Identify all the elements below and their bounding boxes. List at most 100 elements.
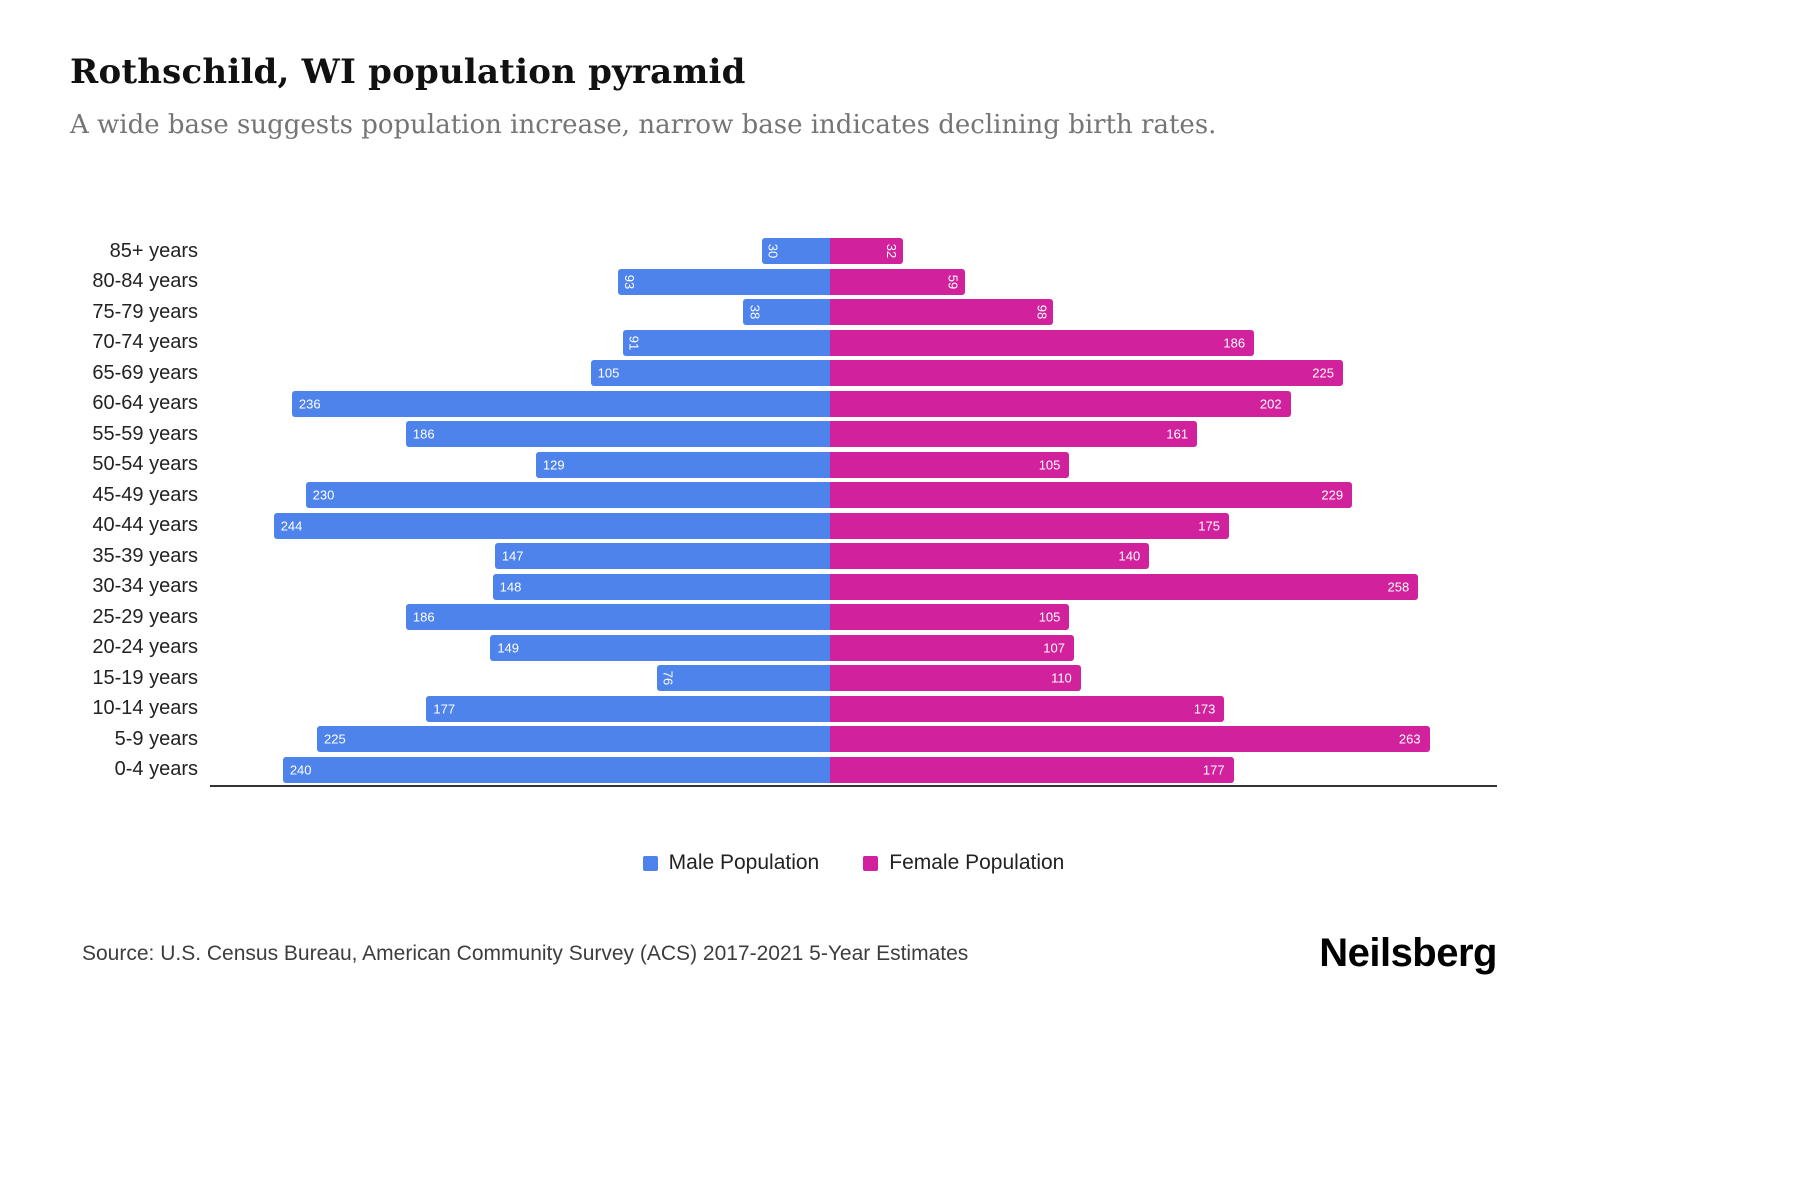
female-value-label: 161 bbox=[1166, 426, 1189, 442]
male-bar-area: 177 bbox=[210, 695, 830, 722]
male-value-label: 91 bbox=[626, 335, 642, 350]
chart-row: 10-14 years 177 173 bbox=[70, 694, 1730, 725]
female-bar-area: 110 bbox=[830, 665, 1497, 692]
male-bar[interactable]: 147 bbox=[494, 543, 830, 570]
female-bar[interactable]: 202 bbox=[830, 390, 1291, 417]
male-bar-area: 93 bbox=[210, 268, 830, 295]
female-bar[interactable]: 225 bbox=[830, 360, 1343, 387]
female-bar-area: 105 bbox=[830, 451, 1497, 478]
male-value-label: 147 bbox=[501, 548, 524, 564]
chart-row: 20-24 years 149 107 bbox=[70, 633, 1730, 664]
male-bar[interactable]: 240 bbox=[282, 756, 830, 783]
male-bar[interactable]: 149 bbox=[490, 634, 830, 661]
male-bar[interactable]: 236 bbox=[291, 390, 830, 417]
male-legend-swatch-icon bbox=[642, 855, 658, 871]
female-bar-area: 173 bbox=[830, 695, 1497, 722]
female-bar-area: 202 bbox=[830, 390, 1497, 417]
population-pyramid-chart: 85+ years 30 32 80-84 years 93 59 75-79 years 3… bbox=[70, 236, 1730, 787]
chart-row: 15-19 years 76 110 bbox=[70, 663, 1730, 694]
female-bar[interactable]: 177 bbox=[830, 756, 1234, 783]
male-bar-area: 147 bbox=[210, 543, 830, 570]
female-bar[interactable]: 32 bbox=[830, 238, 903, 265]
male-bar[interactable]: 244 bbox=[273, 512, 830, 539]
chart-rows: 85+ years 30 32 80-84 years 93 59 75-79 years 3… bbox=[70, 236, 1730, 785]
age-group-label: 80-84 years bbox=[92, 270, 198, 293]
female-value-label: 105 bbox=[1038, 609, 1061, 625]
male-value-label: 38 bbox=[747, 305, 763, 320]
female-bar[interactable]: 98 bbox=[830, 299, 1054, 326]
female-bar-area: 229 bbox=[830, 482, 1497, 509]
male-bar[interactable]: 186 bbox=[405, 421, 830, 448]
male-value-label: 236 bbox=[298, 396, 321, 412]
male-bar[interactable]: 93 bbox=[618, 268, 830, 295]
female-value-label: 173 bbox=[1193, 701, 1216, 717]
male-bar[interactable]: 105 bbox=[590, 360, 830, 387]
female-bar[interactable]: 105 bbox=[830, 451, 1070, 478]
female-value-label: 140 bbox=[1118, 548, 1141, 564]
male-bar-area: 105 bbox=[210, 360, 830, 387]
male-bar[interactable]: 76 bbox=[656, 665, 830, 692]
age-group-label: 65-69 years bbox=[92, 361, 198, 384]
chart-footer: Source: U.S. Census Bureau, American Com… bbox=[70, 931, 1497, 976]
chart-row: 75-79 years 38 98 bbox=[70, 297, 1730, 328]
male-value-label: 177 bbox=[433, 701, 456, 717]
female-value-label: 107 bbox=[1043, 640, 1065, 656]
male-bar[interactable]: 129 bbox=[535, 451, 830, 478]
female-bar-area: 59 bbox=[830, 268, 1497, 295]
female-bar[interactable]: 229 bbox=[830, 482, 1353, 509]
male-value-label: 225 bbox=[324, 731, 346, 747]
male-value-label: 244 bbox=[280, 518, 303, 534]
female-bar[interactable]: 173 bbox=[830, 695, 1225, 722]
male-bar[interactable]: 30 bbox=[761, 238, 830, 265]
male-bar[interactable]: 230 bbox=[305, 482, 830, 509]
female-bar[interactable]: 140 bbox=[830, 543, 1150, 570]
male-bar[interactable]: 177 bbox=[426, 695, 830, 722]
male-value-label: 129 bbox=[542, 457, 565, 473]
female-bar[interactable]: 258 bbox=[830, 573, 1419, 600]
male-value-label: 93 bbox=[622, 274, 637, 289]
female-value-label: 263 bbox=[1398, 731, 1421, 747]
female-value-label: 175 bbox=[1198, 518, 1220, 534]
age-group-label: 15-19 years bbox=[92, 666, 198, 689]
female-bar-area: 161 bbox=[830, 421, 1497, 448]
male-bar-area: 76 bbox=[210, 665, 830, 692]
female-bar-area: 263 bbox=[830, 726, 1497, 753]
chart-row: 80-84 years 93 59 bbox=[70, 267, 1730, 298]
female-bar[interactable]: 175 bbox=[830, 512, 1229, 539]
legend-item-male[interactable]: Male Population bbox=[642, 851, 819, 875]
female-bar[interactable]: 186 bbox=[830, 329, 1255, 356]
male-bar[interactable]: 186 bbox=[405, 604, 830, 631]
female-bar-area: 98 bbox=[830, 299, 1497, 326]
male-bar-area: 236 bbox=[210, 390, 830, 417]
age-group-label: 10-14 years bbox=[92, 697, 198, 720]
female-legend-swatch-icon bbox=[863, 855, 879, 871]
female-value-label: 59 bbox=[945, 274, 961, 289]
age-group-label: 50-54 years bbox=[92, 453, 198, 476]
female-bar[interactable]: 59 bbox=[830, 268, 965, 295]
male-bar[interactable]: 148 bbox=[492, 573, 830, 600]
chart-row: 85+ years 30 32 bbox=[70, 236, 1730, 267]
male-bar[interactable]: 225 bbox=[317, 726, 830, 753]
female-bar[interactable]: 107 bbox=[830, 634, 1074, 661]
female-bar[interactable]: 110 bbox=[830, 665, 1081, 692]
female-bar[interactable]: 105 bbox=[830, 604, 1070, 631]
male-value-label: 186 bbox=[412, 609, 435, 625]
female-bar[interactable]: 161 bbox=[830, 421, 1198, 448]
age-group-label: 60-64 years bbox=[92, 392, 198, 415]
female-legend-label: Female Population bbox=[889, 851, 1065, 874]
female-value-label: 186 bbox=[1223, 335, 1246, 351]
legend-item-female[interactable]: Female Population bbox=[863, 851, 1064, 875]
male-bar[interactable]: 91 bbox=[622, 329, 830, 356]
age-group-label: 55-59 years bbox=[92, 422, 198, 445]
male-bar[interactable]: 38 bbox=[743, 299, 830, 326]
chart-row: 5-9 years 225 263 bbox=[70, 724, 1730, 755]
female-bar-area: 105 bbox=[830, 604, 1497, 631]
age-group-label: 5-9 years bbox=[114, 727, 198, 750]
age-group-label: 20-24 years bbox=[92, 636, 198, 659]
female-value-label: 225 bbox=[1312, 365, 1334, 381]
male-bar-area: 91 bbox=[210, 329, 830, 356]
male-bar-area: 230 bbox=[210, 482, 830, 509]
age-group-label: 30-34 years bbox=[92, 575, 198, 598]
chart-row: 40-44 years 244 175 bbox=[70, 511, 1730, 542]
female-bar[interactable]: 263 bbox=[830, 726, 1430, 753]
